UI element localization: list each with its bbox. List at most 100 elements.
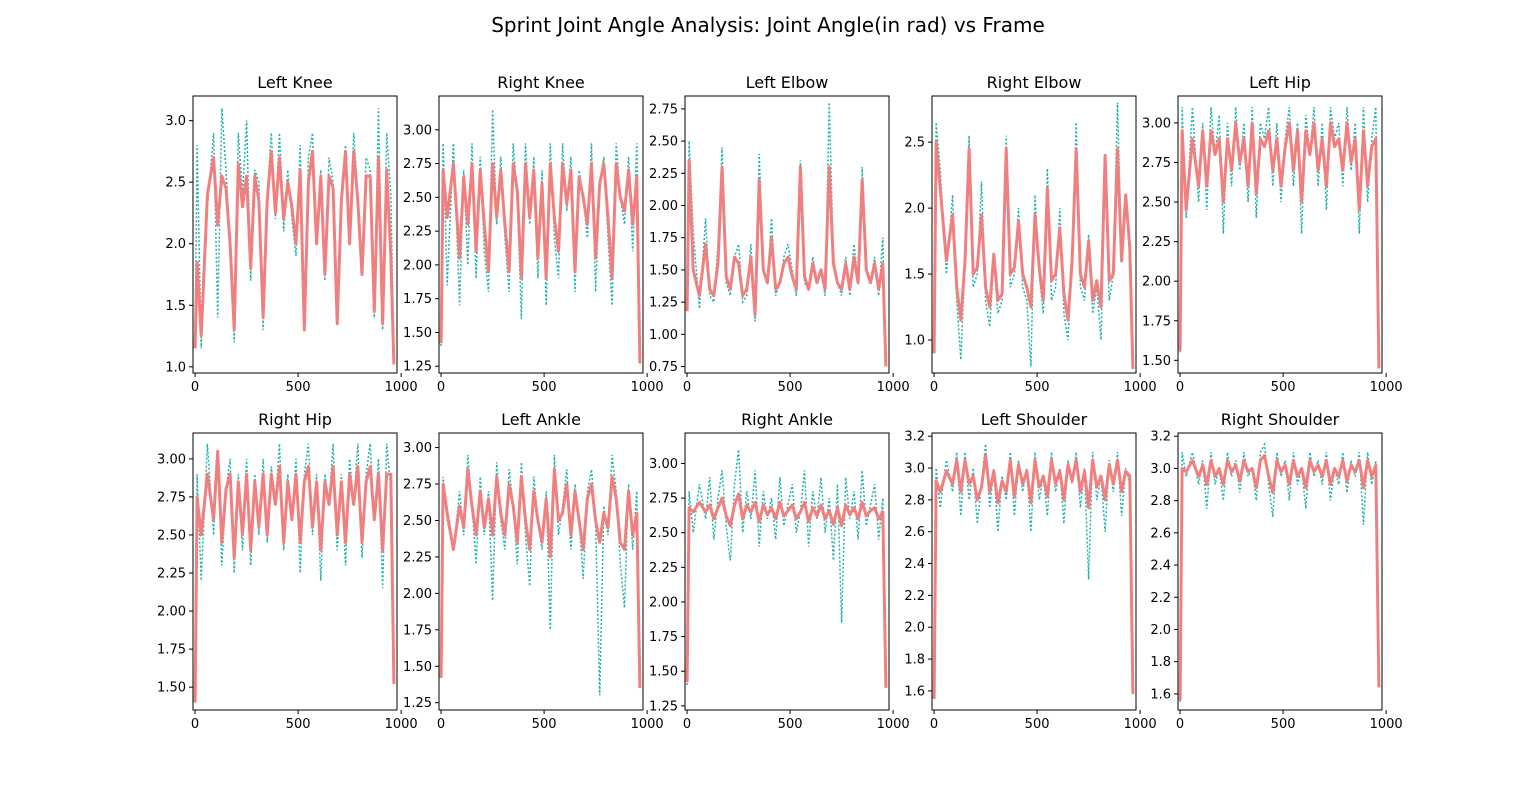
y-tick-label: 1.5 [165,299,186,314]
y-tick-label: 2.75 [403,157,432,172]
x-tick-label: 1000 [385,717,418,732]
y-tick-label: 2.50 [649,526,678,541]
x-tick-label: 500 [1025,717,1050,732]
y-tick-label: 1.75 [403,292,432,307]
y-tick-label: 2.75 [649,492,678,507]
x-tick-label: 500 [1271,380,1296,395]
x-tick-label: 1000 [1370,717,1403,732]
x-tick-label: 500 [1025,380,1050,395]
y-tick-label: 1.50 [403,660,432,675]
y-tick-label: 3.00 [157,452,186,467]
x-tick-label: 0 [437,380,445,395]
x-tick-label: 0 [1176,717,1184,732]
y-tick-label: 2.50 [1142,196,1171,211]
x-tick-label: 1000 [1124,717,1157,732]
raw-angle-line [440,109,641,360]
x-tick-label: 0 [437,717,445,732]
subplot: Right Shoulder 0 500 1000 1.6 1.8 2.0 2.2 2.4 2.6… [1150,410,1402,732]
y-tick-label: 3.0 [1150,462,1171,477]
subplot-title: Left Hip [1249,73,1311,92]
y-tick-label: 1.50 [157,681,186,696]
axes-frame [438,432,644,711]
y-tick-label: 1.25 [649,699,678,714]
subplot: Left Knee 0 500 1000 1.0 1.5 2.0 2.5 3.0 [165,73,417,395]
y-tick-label: 2.50 [649,135,678,150]
y-tick-label: 1.6 [904,684,925,699]
y-tick-label: 2.0 [1150,623,1171,638]
x-tick-label: 0 [683,717,691,732]
subplot-title: Right Hip [258,410,332,429]
y-tick-label: 2.4 [1150,559,1171,574]
subplot: Right Hip 0 500 1000 1.50 1.75 2.00 2.25 2.50 2.7… [157,410,418,732]
x-tick-label: 500 [778,380,803,395]
x-tick-label: 0 [191,717,199,732]
y-tick-label: 3.00 [649,457,678,472]
x-tick-label: 500 [286,380,311,395]
x-tick-label: 1000 [385,380,418,395]
subplot-title: Left Elbow [746,73,829,92]
subplot-title: Right Knee [497,73,585,92]
y-tick-label: 3.00 [403,123,432,138]
y-tick-label: 2.00 [649,595,678,610]
y-tick-label: 1.75 [1142,314,1171,329]
subplot-title: Left Knee [257,73,333,92]
y-tick-label: 1.50 [649,665,678,680]
y-tick-label: 1.5 [904,268,925,283]
y-tick-label: 1.0 [165,360,186,375]
y-tick-label: 2.75 [157,490,186,505]
y-tick-label: 2.8 [904,493,925,508]
x-tick-label: 0 [930,717,938,732]
y-tick-label: 2.00 [403,258,432,273]
subplot: Right Elbow 0 500 1000 1.0 1.5 2.0 2.5 [904,73,1156,395]
axes-frame [1177,432,1383,711]
y-tick-label: 2.25 [157,567,186,582]
y-tick-label: 1.25 [649,296,678,311]
smoothed-angle-line [932,140,1135,370]
y-tick-label: 1.8 [1150,655,1171,670]
raw-angle-line [686,449,887,686]
figure-title: Sprint Joint Angle Analysis: Joint Angle… [491,13,1045,37]
y-tick-label: 2.75 [1142,156,1171,171]
y-tick-label: 1.6 [1150,687,1171,702]
subplot: Right Ankle 0 500 1000 1.25 1.50 1.75 2.00 2.25 2… [649,410,910,732]
smoothed-angle-line [685,492,888,688]
axes-frame [192,432,398,711]
subplot: Left Ankle 0 500 1000 1.25 1.50 1.75 2.00 2.25 2.… [403,410,664,732]
y-tick-label: 1.00 [649,328,678,343]
y-tick-label: 2.0 [904,202,925,217]
x-tick-label: 1000 [877,380,910,395]
y-tick-label: 2.50 [403,514,432,529]
y-tick-label: 2.4 [904,557,925,572]
axes-frame [931,432,1137,711]
y-tick-label: 2.6 [1150,526,1171,541]
smoothed-angle-line [439,162,642,364]
axes-frame [438,95,644,374]
x-tick-label: 0 [1176,380,1184,395]
subplot: Left Hip 0 500 1000 1.50 1.75 2.00 2.25 2.50 2.75… [1142,73,1403,395]
smoothed-angle-line [1178,121,1381,369]
axes-frame [684,432,890,711]
smoothed-angle-line [685,158,888,367]
subplot-title: Right Elbow [987,73,1082,92]
y-tick-label: 2.50 [403,191,432,206]
y-tick-label: 2.5 [904,136,925,151]
y-tick-label: 2.5 [165,176,186,191]
subplot-grid: Left Knee 0 500 1000 1.0 1.5 2.0 2.5 3.0 Right Kn… [157,73,1403,732]
subplot: Left Elbow 0 500 1000 0.75 1.00 1.25 1.50 1.75 2.… [649,73,910,395]
y-tick-label: 2.0 [165,237,186,252]
y-tick-label: 2.50 [157,528,186,543]
x-tick-label: 1000 [631,380,664,395]
subplot: Right Knee 0 500 1000 1.25 1.50 1.75 2.00 2.25 2.… [403,73,664,395]
y-tick-label: 1.75 [649,231,678,246]
x-tick-label: 1000 [1370,380,1403,395]
x-tick-label: 500 [778,717,803,732]
smoothed-angle-line [193,149,396,365]
y-tick-label: 2.75 [403,478,432,493]
y-tick-label: 3.2 [1150,430,1171,445]
y-tick-label: 2.00 [1142,275,1171,290]
y-tick-label: 2.6 [904,525,925,540]
x-tick-label: 1000 [1124,380,1157,395]
smoothed-angle-line [1178,454,1381,701]
y-tick-label: 1.50 [1142,354,1171,369]
